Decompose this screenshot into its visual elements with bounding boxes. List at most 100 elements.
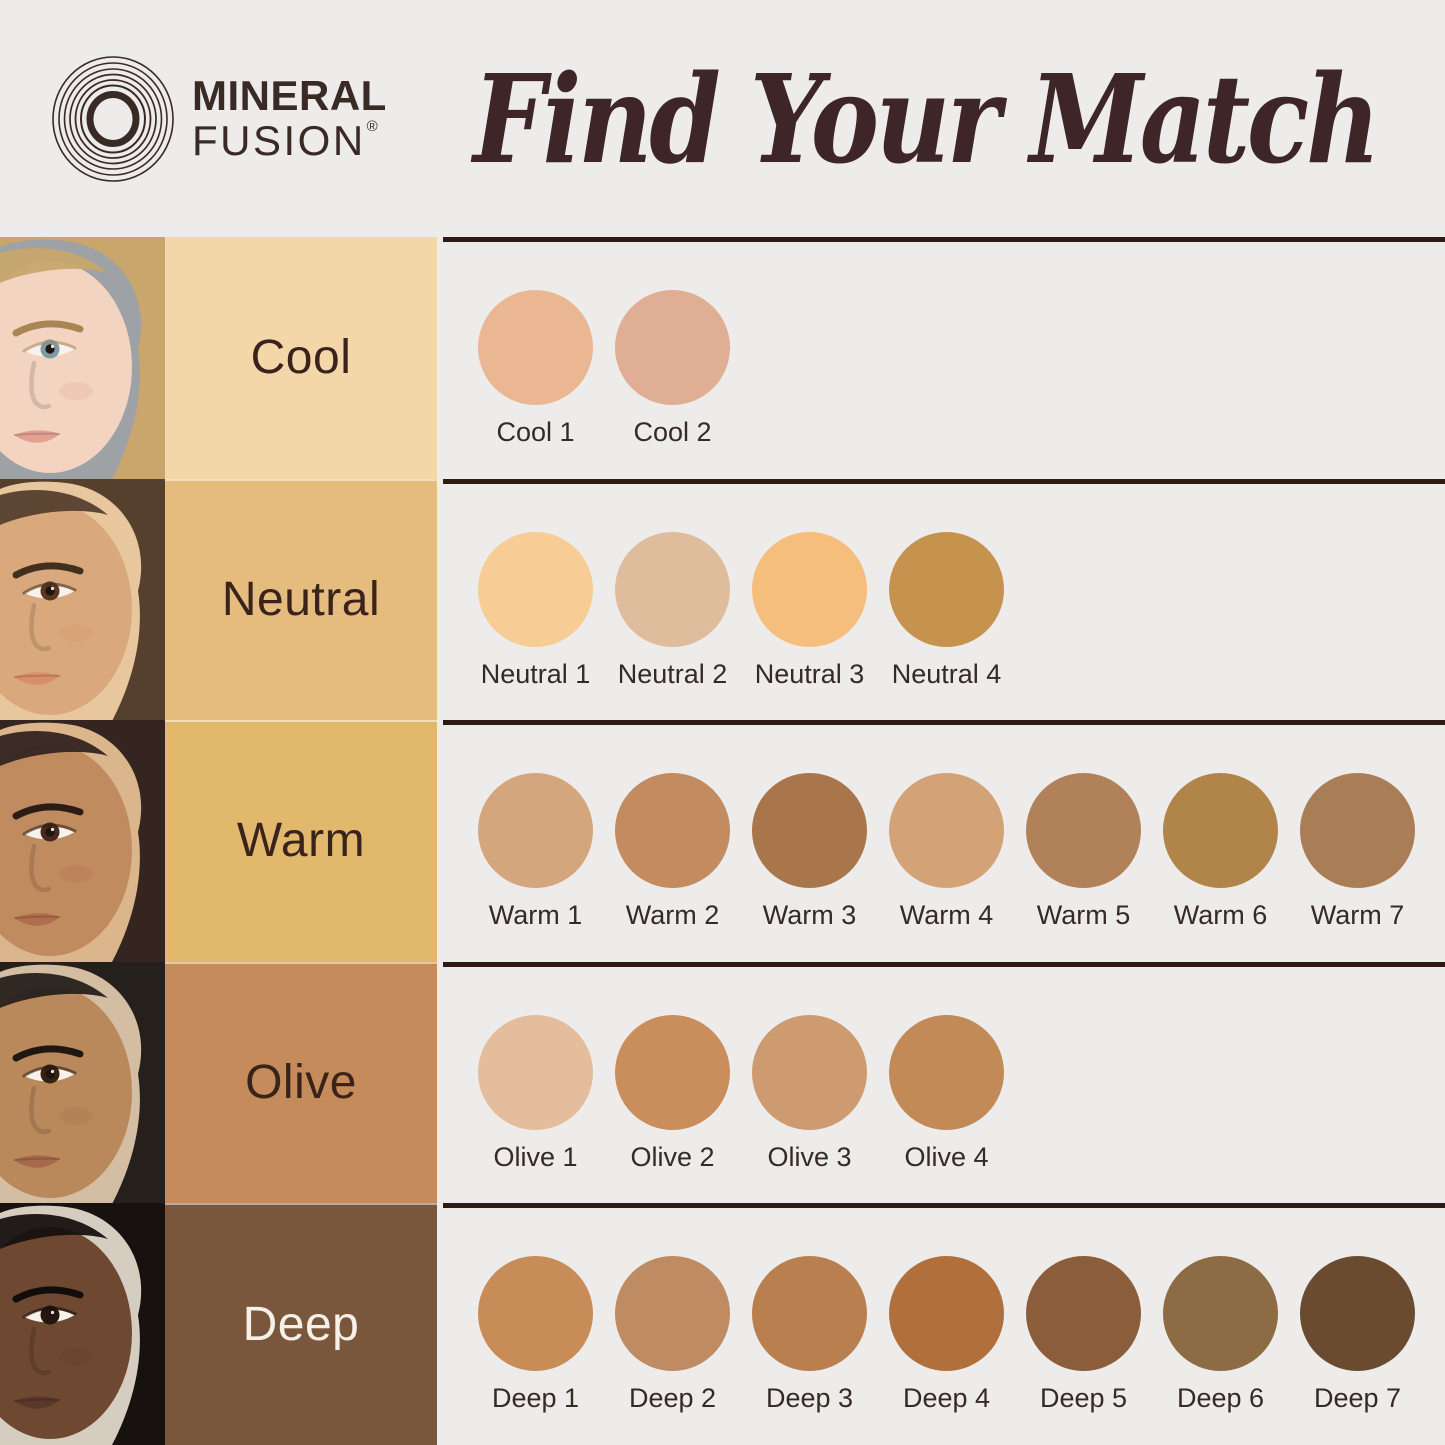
- swatch: Neutral 4: [889, 531, 1004, 690]
- swatch: Warm 4: [889, 773, 1004, 931]
- row-divider: [443, 1203, 1445, 1209]
- row-label-cell: Neutral: [165, 478, 437, 721]
- swatch-circle: [478, 1014, 593, 1130]
- swatch-label: Olive 3: [767, 1141, 852, 1172]
- registered-mark: ®: [366, 118, 378, 135]
- face-illustration: [0, 237, 165, 479]
- swatch: Neutral 1: [478, 531, 593, 690]
- swatch-circle: [478, 531, 593, 647]
- swatch-circle: [1026, 1256, 1141, 1372]
- swatch-circle: [1300, 773, 1415, 889]
- swatch-circle: [1163, 1256, 1278, 1372]
- swatch-list: Olive 1 Olive 2 Olive 3 Olive 4: [478, 962, 1445, 1173]
- swatch-label: Neutral 4: [891, 658, 1002, 689]
- swatch: Neutral 2: [615, 531, 730, 690]
- page-title: Find Your Match: [472, 46, 1380, 191]
- swatch-list: Cool 1 Cool 2: [478, 237, 1445, 448]
- swatch-label: Deep 5: [1039, 1383, 1128, 1414]
- swatch: Deep 3: [752, 1256, 867, 1414]
- swatch-label: Warm 4: [899, 900, 994, 931]
- swatch-label: Cool 2: [633, 417, 712, 447]
- logo-wordmark: MINERAL FUSION ®: [192, 75, 387, 162]
- shade-row: Warm Warm 1 Warm 2 Warm 3 Warm 4 Warm 5 …: [0, 720, 1445, 962]
- swatch-list: Neutral 1 Neutral 2 Neutral 3 Neutral 4: [478, 479, 1445, 690]
- swatch-label: Olive 1: [493, 1141, 578, 1172]
- shade-row: Neutral Neutral 1 Neutral 2 Neutral 3 Ne…: [0, 478, 1445, 721]
- face-illustration: [0, 478, 165, 721]
- shade-row: Olive Olive 1 Olive 2 Olive 3 Olive 4: [0, 961, 1445, 1204]
- swatch-label: Deep 7: [1313, 1383, 1402, 1414]
- swatch: Warm 1: [478, 773, 593, 931]
- swatch-circle: [752, 531, 867, 647]
- face-photo: [0, 720, 165, 962]
- row-divider: [443, 478, 1445, 484]
- swatch-label: Olive 2: [630, 1141, 715, 1172]
- mineral-fusion-logo: MINERAL FUSION ®: [50, 54, 387, 184]
- row-label-cell: Cool: [165, 237, 437, 479]
- swatch-circle: [1026, 773, 1141, 889]
- swatch-circle: [889, 1014, 1004, 1130]
- swatch: Deep 4: [889, 1256, 1004, 1414]
- swatch: Warm 6: [1163, 773, 1278, 931]
- swatch-label: Deep 6: [1176, 1383, 1265, 1414]
- swatch-label: Neutral 2: [617, 658, 728, 689]
- swatch: Olive 2: [615, 1014, 730, 1173]
- header: MINERAL FUSION ® Find Your Match: [0, 0, 1445, 237]
- swatch-cell: Warm 1 Warm 2 Warm 3 Warm 4 Warm 5 Warm …: [437, 720, 1445, 962]
- swatch: Cool 1: [478, 290, 593, 448]
- swatch: Cool 2: [615, 290, 730, 448]
- swatch-circle: [752, 773, 867, 889]
- swatch-circle: [478, 773, 593, 889]
- logo-rings-icon: [50, 54, 176, 184]
- row-divider: [443, 237, 1445, 242]
- swatch-list: Warm 1 Warm 2 Warm 3 Warm 4 Warm 5 Warm …: [478, 720, 1445, 931]
- swatch: Deep 6: [1163, 1256, 1278, 1414]
- row-label-cell: Deep: [165, 1203, 437, 1445]
- swatch-cell: Cool 1 Cool 2: [437, 237, 1445, 479]
- swatch-list: Deep 1 Deep 2 Deep 3 Deep 4 Deep 5 Deep …: [478, 1203, 1445, 1414]
- swatch-circle: [752, 1256, 867, 1372]
- face-illustration: [0, 720, 165, 962]
- swatch-label: Warm 6: [1173, 900, 1268, 931]
- swatch-label: Cool 1: [496, 417, 575, 447]
- swatch-label: Warm 2: [625, 900, 720, 931]
- swatch-circle: [615, 773, 730, 889]
- swatch-circle: [615, 1014, 730, 1130]
- swatch-circle: [889, 1256, 1004, 1372]
- swatch-label: Warm 7: [1310, 900, 1405, 931]
- logo-line-fusion: FUSION ®: [192, 117, 378, 164]
- swatch-label: Olive 4: [904, 1141, 989, 1172]
- swatch: Warm 5: [1026, 773, 1141, 931]
- swatch: Warm 3: [752, 773, 867, 931]
- swatch-cell: Olive 1 Olive 2 Olive 3 Olive 4: [437, 961, 1445, 1204]
- swatch: Deep 5: [1026, 1256, 1141, 1414]
- swatch-cell: Deep 1 Deep 2 Deep 3 Deep 4 Deep 5 Deep …: [437, 1203, 1445, 1445]
- row-label: Olive: [245, 1056, 357, 1110]
- row-label-cell: Olive: [165, 961, 437, 1204]
- face-photo: [0, 478, 165, 721]
- row-label: Cool: [250, 331, 352, 385]
- row-divider: [443, 961, 1445, 967]
- swatch: Neutral 3: [752, 531, 867, 690]
- swatch-label: Neutral 3: [754, 658, 865, 689]
- face-photo: [0, 961, 165, 1204]
- swatch-label: Deep 2: [628, 1383, 717, 1414]
- swatch-cell: Neutral 1 Neutral 2 Neutral 3 Neutral 4: [437, 478, 1445, 721]
- swatch-circle: [615, 531, 730, 647]
- row-label: Warm: [236, 814, 366, 868]
- swatch-label: Deep 4: [902, 1383, 991, 1414]
- swatch-circle: [478, 1256, 593, 1372]
- swatch: Olive 4: [889, 1014, 1004, 1173]
- swatch-circle: [889, 773, 1004, 889]
- face-illustration: [0, 961, 165, 1204]
- face-photo: [0, 237, 165, 479]
- swatch-circle: [889, 531, 1004, 647]
- row-divider: [443, 720, 1445, 726]
- swatch: Deep 2: [615, 1256, 730, 1414]
- swatch: Olive 3: [752, 1014, 867, 1173]
- row-label-cell: Warm: [165, 720, 437, 962]
- swatch: Warm 2: [615, 773, 730, 931]
- swatch-label: Warm 3: [762, 900, 857, 931]
- swatch-circle: [478, 290, 593, 405]
- swatch-circle: [1163, 773, 1278, 889]
